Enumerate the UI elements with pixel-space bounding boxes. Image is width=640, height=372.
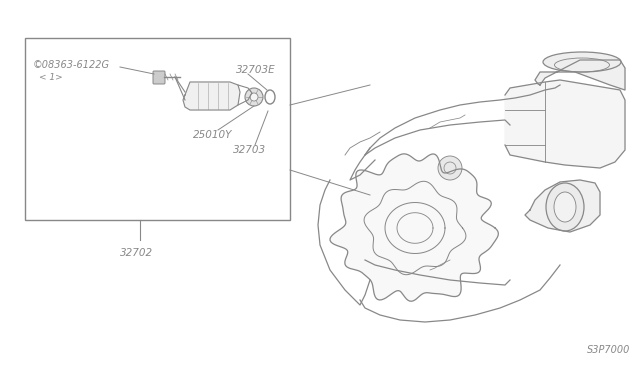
Text: ©08363-6122G: ©08363-6122G: [33, 60, 110, 70]
Ellipse shape: [546, 183, 584, 231]
Ellipse shape: [554, 192, 576, 222]
Text: 32702: 32702: [120, 248, 153, 258]
Text: < 1>: < 1>: [39, 73, 63, 82]
Circle shape: [245, 88, 263, 106]
Polygon shape: [505, 80, 625, 168]
Bar: [25, 38, 290, 220]
Text: 32703: 32703: [233, 145, 266, 155]
Polygon shape: [330, 154, 499, 301]
FancyBboxPatch shape: [153, 71, 165, 84]
Polygon shape: [525, 180, 600, 232]
Polygon shape: [183, 82, 240, 110]
Circle shape: [438, 156, 462, 180]
Circle shape: [250, 93, 258, 101]
Text: 25010Y: 25010Y: [193, 130, 232, 140]
Polygon shape: [535, 60, 625, 90]
Ellipse shape: [543, 52, 621, 72]
Text: S3P7000: S3P7000: [587, 345, 630, 355]
Text: 32703E: 32703E: [236, 65, 276, 75]
